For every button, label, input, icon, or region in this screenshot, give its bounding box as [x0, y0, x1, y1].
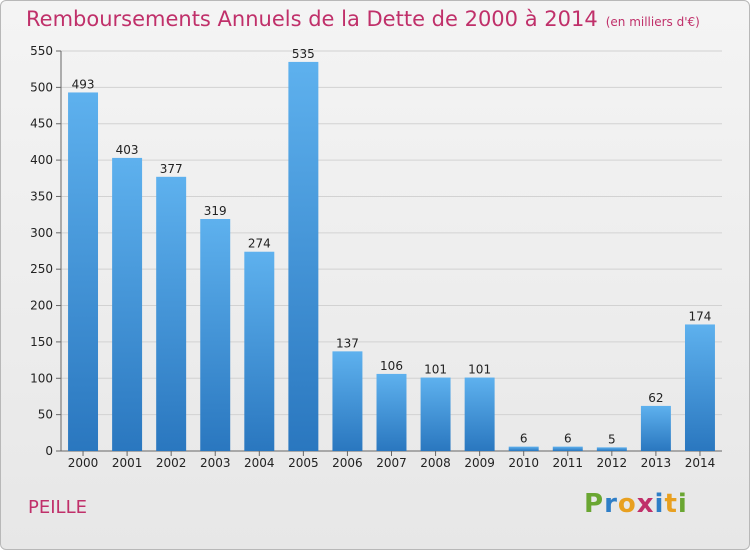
y-tick-label: 350	[30, 189, 53, 203]
logo-letter: i	[654, 489, 665, 519]
logo-letter: r	[604, 489, 618, 519]
x-tick-label: 2003	[200, 456, 231, 470]
x-tick-label: 2005	[288, 456, 319, 470]
bar	[288, 61, 319, 452]
y-tick-label: 200	[30, 299, 53, 313]
x-tick-label: 2011	[552, 456, 583, 470]
y-tick-label: 50	[38, 408, 53, 422]
bar-value-label: 62	[648, 391, 663, 405]
bar-value-label: 274	[248, 237, 271, 251]
y-tick-label: 150	[30, 335, 53, 349]
bar-value-label: 493	[72, 77, 95, 91]
bar-value-label: 101	[424, 363, 447, 377]
y-tick-label: 500	[30, 80, 53, 94]
bar	[332, 351, 363, 451]
bar	[156, 176, 187, 451]
x-tick-label: 2006	[332, 456, 363, 470]
y-tick-label: 550	[30, 44, 53, 58]
x-tick-label: 2013	[641, 456, 672, 470]
x-tick-label: 2014	[685, 456, 716, 470]
bar-value-label: 535	[292, 47, 315, 61]
bar	[552, 446, 583, 451]
y-tick-label: 300	[30, 226, 53, 240]
x-tick-label: 2012	[597, 456, 628, 470]
bars	[68, 61, 715, 452]
bar	[684, 324, 715, 451]
town-name: PEILLE	[28, 497, 87, 518]
bar	[376, 373, 407, 451]
logo-letter: P	[584, 489, 605, 519]
bar-value-label: 6	[520, 432, 528, 446]
chart-subtitle: (en milliers d'€)	[605, 15, 700, 29]
y-tick-label: 250	[30, 262, 53, 276]
y-tick-label: 100	[30, 371, 53, 385]
labels: 493 403 377 319 274 535 137 106 101 101 6 6 5 62 174	[72, 47, 712, 446]
x-tick-label: 2001	[112, 456, 143, 470]
chart-title: Remboursements Annuels de la Dette de 20…	[26, 7, 700, 31]
y-tick-label: 0	[45, 444, 53, 458]
x-tick-label: 2009	[464, 456, 495, 470]
bar	[244, 251, 275, 451]
logo-letter: t	[664, 489, 678, 519]
bar-value-label: 137	[336, 336, 359, 350]
logo-letter: i	[677, 489, 688, 519]
x-tick-label: 2004	[244, 456, 275, 470]
bar-value-label: 6	[564, 432, 572, 446]
bar	[112, 157, 143, 451]
bar-value-label: 101	[468, 363, 491, 377]
bar-value-label: 174	[689, 309, 712, 323]
x-tick-label: 2010	[508, 456, 539, 470]
bar	[640, 405, 671, 451]
bar	[596, 447, 627, 451]
logo-letter: o	[617, 489, 637, 519]
x-tick-label: 2002	[156, 456, 187, 470]
x-tick-label: 2000	[68, 456, 99, 470]
y-tick-label: 450	[30, 117, 53, 131]
bar	[68, 92, 99, 452]
bar	[420, 377, 451, 451]
bar-value-label: 377	[160, 162, 183, 176]
bar-value-label: 106	[380, 359, 403, 373]
bar	[508, 446, 539, 451]
chart-title-text: Remboursements Annuels de la Dette de 20…	[26, 7, 598, 31]
x-tick-label: 2008	[420, 456, 451, 470]
logo-letter: x	[636, 489, 655, 519]
y-tick-label: 400	[30, 153, 53, 167]
axes: 0 50 100 150 200 250 300 350 400 450 500 550 2000 200…	[30, 44, 722, 470]
proxiti-logo: Proxiti	[584, 489, 688, 519]
bar-value-label: 403	[116, 143, 139, 157]
x-tick-label: 2007	[376, 456, 407, 470]
bar-value-label: 319	[204, 204, 227, 218]
bar	[200, 219, 231, 451]
bar-value-label: 5	[608, 432, 616, 446]
bar	[464, 377, 495, 451]
